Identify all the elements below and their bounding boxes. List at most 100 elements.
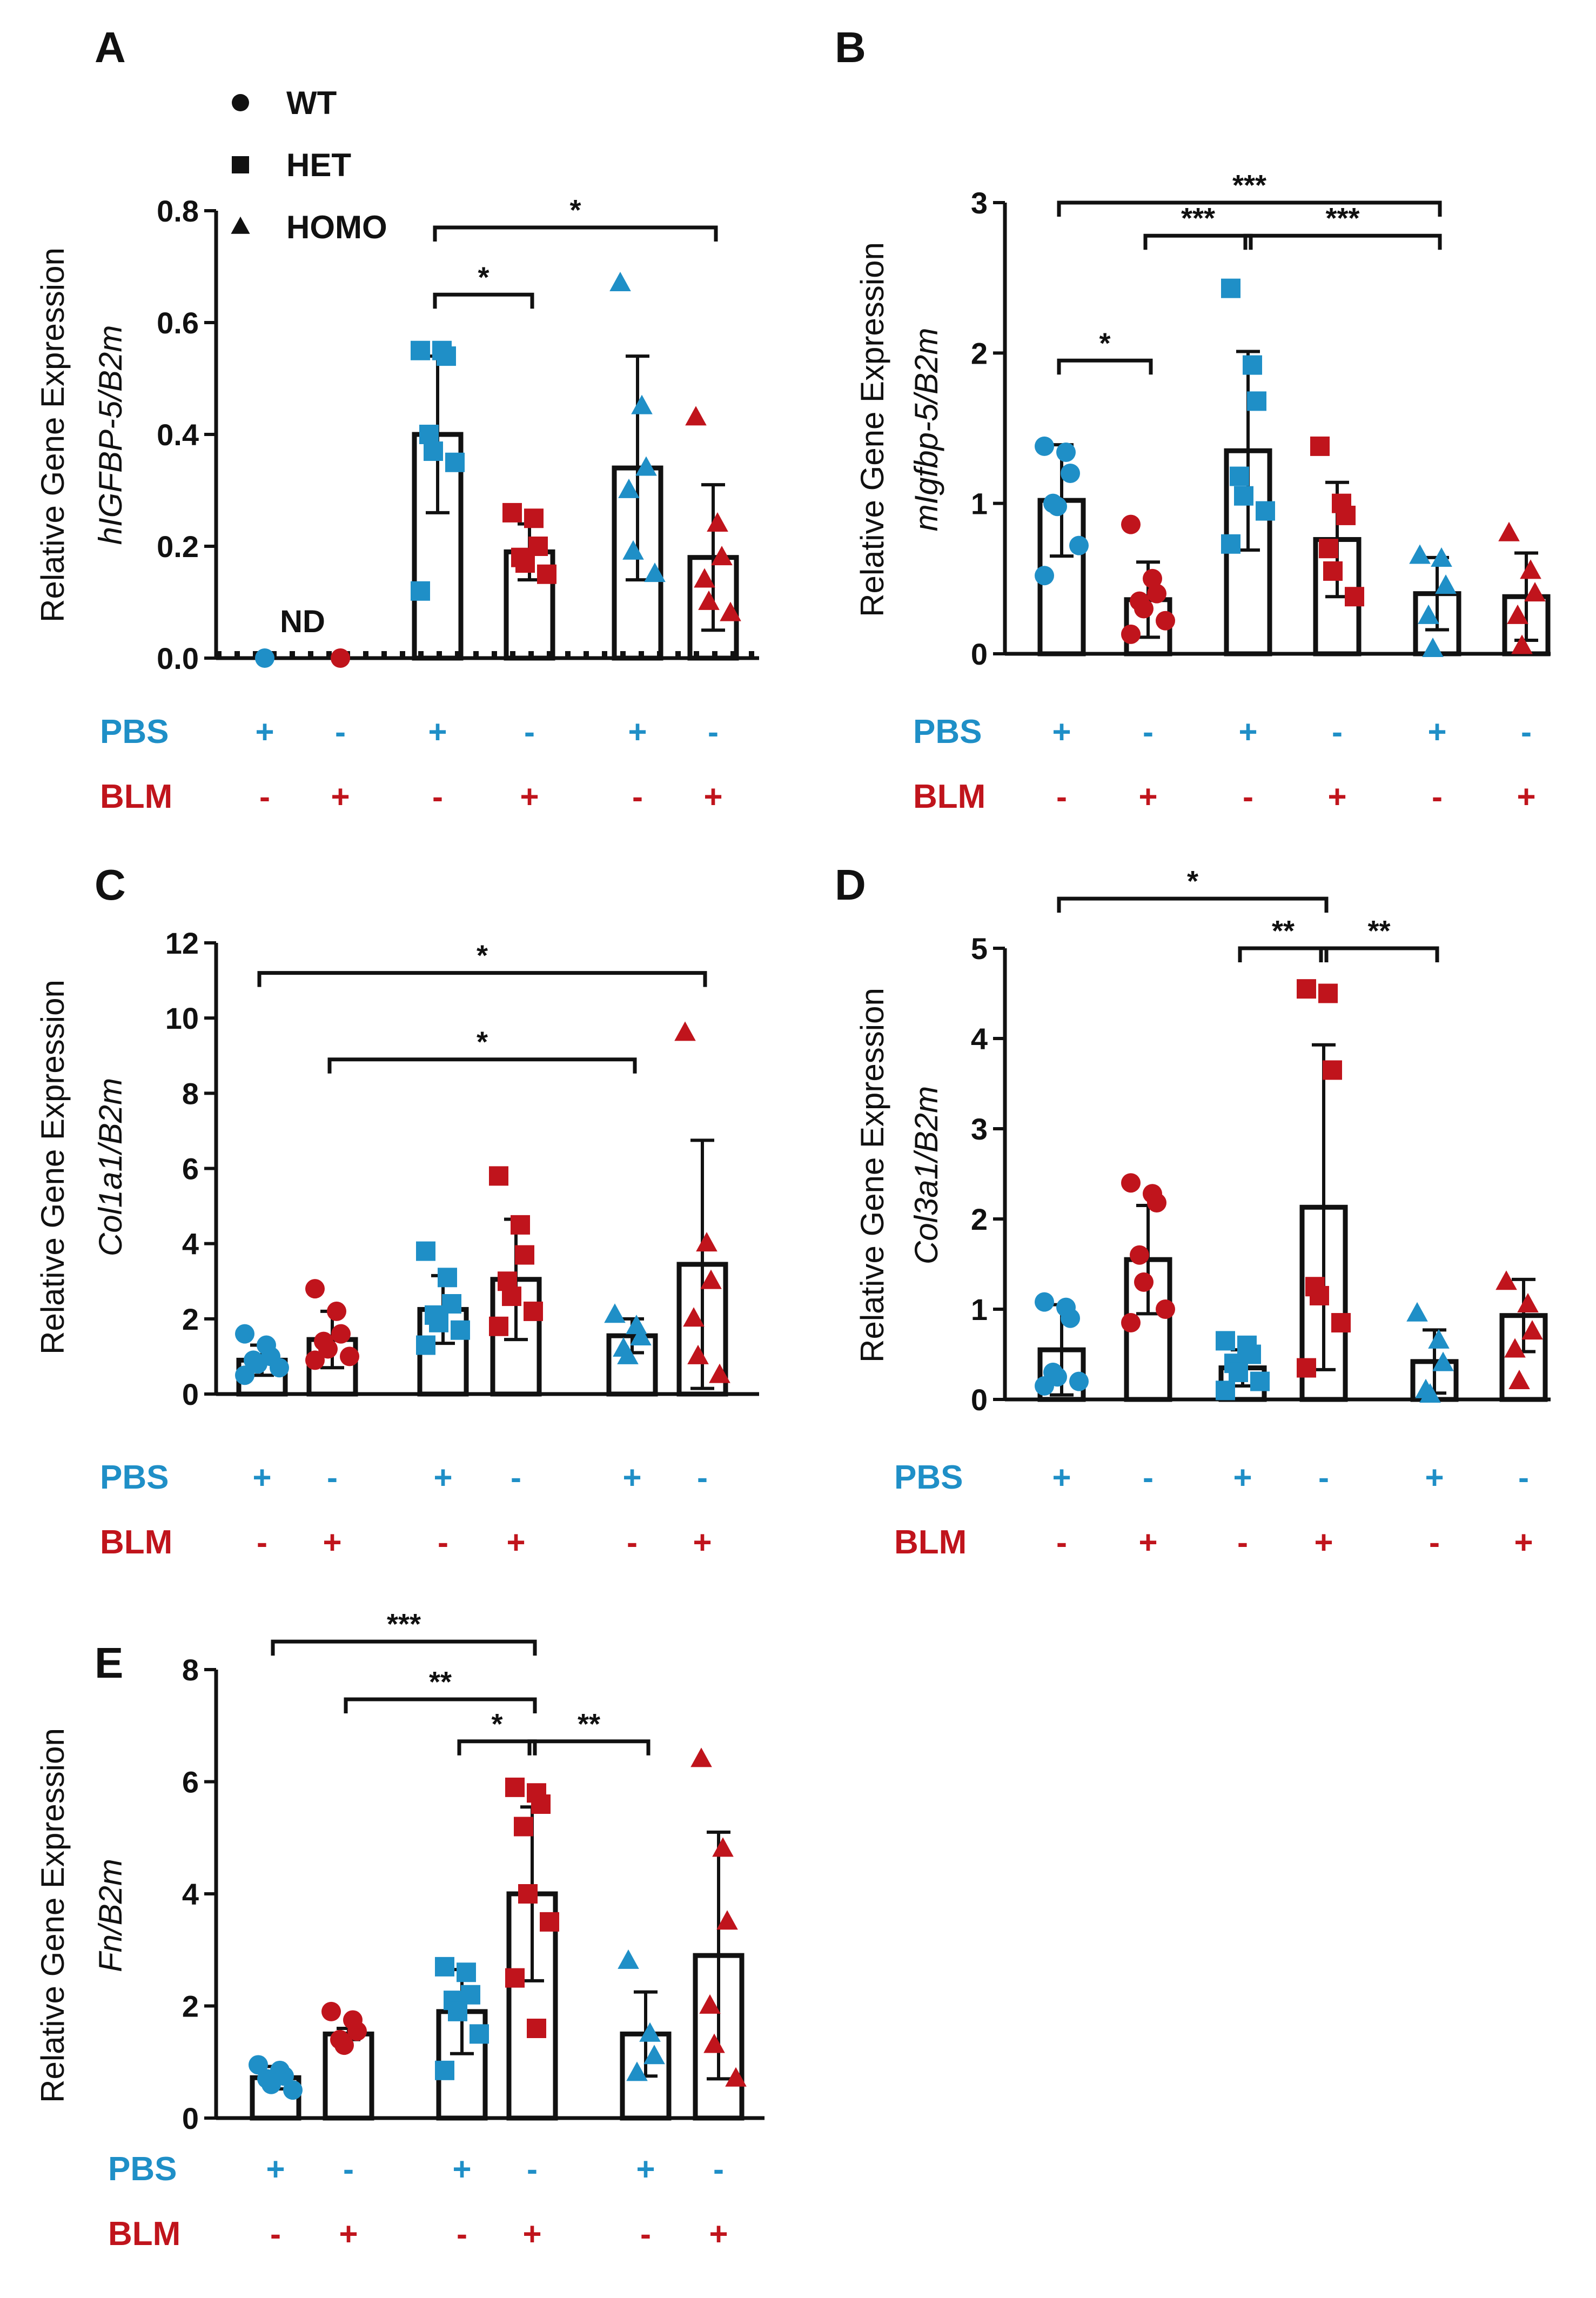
data-point <box>1243 355 1262 375</box>
blm-sign: - <box>438 1524 448 1560</box>
pbs-sign: + <box>255 714 274 750</box>
data-point <box>537 564 556 584</box>
blm-sign: - <box>457 2216 467 2252</box>
data-point <box>1406 1302 1428 1322</box>
y-tick-label: 2 <box>971 336 988 370</box>
y-tick-label: 5 <box>971 932 988 966</box>
y-tick-label: 0 <box>182 1377 199 1411</box>
data-point <box>707 512 728 532</box>
blm-sign: - <box>1243 779 1253 815</box>
y-tick-label: 0.6 <box>157 306 199 340</box>
data-point <box>725 2067 747 2087</box>
data-point <box>419 425 439 444</box>
y-tick-label: 8 <box>182 1076 199 1110</box>
y-tick-label: 1 <box>971 487 988 521</box>
data-point <box>411 340 430 360</box>
data-point <box>1121 514 1141 534</box>
y-tick-label: 4 <box>182 1227 199 1261</box>
data-point <box>1419 1383 1441 1403</box>
significance-bracket <box>1057 896 1329 913</box>
significance-label: * <box>477 940 488 972</box>
panel-label: D <box>835 861 866 909</box>
y-tick-label: 0.4 <box>157 418 199 452</box>
pbs-sign: - <box>708 714 719 750</box>
blm-sign: - <box>627 1524 638 1560</box>
data-point <box>435 2060 454 2080</box>
data-point <box>540 1912 559 1932</box>
panel-b: B Relative Gene Expression mIgfbp-5/B2m 0 1 2… <box>835 23 1551 815</box>
data-point <box>416 1241 435 1261</box>
y-tick-label: 6 <box>182 1765 199 1799</box>
data-point <box>1242 1344 1261 1364</box>
data-point <box>416 1335 435 1355</box>
data-point <box>1156 611 1175 631</box>
row-label-pbs: PBS <box>913 713 982 751</box>
significance-bracket <box>271 1639 537 1656</box>
data-point <box>1130 1245 1149 1265</box>
row-label-blm: BLM <box>894 1524 967 1561</box>
data-point <box>527 2019 546 2038</box>
data-point <box>249 2055 268 2075</box>
y-axis-title: Relative Gene Expression <box>35 247 71 622</box>
data-point <box>690 1747 712 1767</box>
significance-label: * <box>569 194 581 226</box>
blm-sign: - <box>432 779 443 815</box>
data-point <box>270 1358 289 1378</box>
row-label-pbs: PBS <box>100 1459 169 1496</box>
significance-label: *** <box>1232 169 1266 202</box>
y-tick-label: 10 <box>165 1001 199 1035</box>
data-point <box>626 2061 648 2081</box>
significance-bracket <box>1143 233 1253 250</box>
data-point <box>1035 1292 1054 1312</box>
data-point <box>511 1215 530 1235</box>
data-point <box>1422 638 1444 658</box>
pbs-sign: - <box>511 1459 521 1496</box>
data-point <box>617 1344 639 1364</box>
row-label-blm: BLM <box>913 778 985 815</box>
y-tick-label: 0.2 <box>157 530 199 564</box>
blm-sign: - <box>270 2216 281 2252</box>
pbs-sign: + <box>252 1459 271 1496</box>
y-axis-title: Relative Gene Expression <box>854 988 890 1363</box>
y-tick-label: 3 <box>971 1112 988 1146</box>
data-point <box>1256 501 1275 521</box>
data-point <box>429 1312 448 1332</box>
pbs-sign: - <box>1143 714 1154 750</box>
data-point <box>699 1994 721 2014</box>
data-point <box>1061 1308 1080 1328</box>
nd-annotation: ND <box>280 604 325 639</box>
data-point <box>235 1365 254 1385</box>
y-tick-label: 0 <box>971 1383 988 1417</box>
data-point <box>445 452 465 472</box>
pbs-sign: + <box>266 2151 285 2187</box>
y-axis-title: Relative Gene Expression <box>854 242 890 617</box>
data-point <box>643 2045 665 2065</box>
pbs-sign: + <box>628 714 647 750</box>
significance-label: * <box>491 1708 502 1740</box>
data-point <box>528 537 548 556</box>
panel-label: C <box>95 861 126 909</box>
significance-bracket <box>1243 233 1442 250</box>
data-point <box>514 1817 533 1837</box>
data-point <box>694 568 715 588</box>
panel-label: B <box>835 23 866 71</box>
data-point <box>709 1363 730 1383</box>
data-point <box>712 1837 734 1857</box>
row-label-pbs: PBS <box>100 713 169 751</box>
data-point <box>470 2024 489 2044</box>
significance-bracket <box>1057 358 1153 375</box>
row-label-blm: BLM <box>100 778 172 815</box>
data-point <box>1496 1270 1517 1290</box>
pbs-sign: + <box>1052 1459 1071 1496</box>
y-tick-label: 2 <box>971 1202 988 1236</box>
data-point <box>235 1324 254 1344</box>
blm-sign: + <box>693 1524 712 1560</box>
y-axis-subtitle: Col3a1/B2m <box>908 1086 944 1264</box>
data-point <box>1035 1376 1054 1396</box>
data-point <box>1517 1293 1539 1313</box>
pbs-sign: + <box>622 1459 641 1496</box>
row-label-pbs: PBS <box>894 1459 963 1496</box>
pbs-sign: + <box>1233 1459 1252 1496</box>
data-point <box>248 1354 267 1374</box>
y-axis-title: Relative Gene Expression <box>35 980 71 1355</box>
